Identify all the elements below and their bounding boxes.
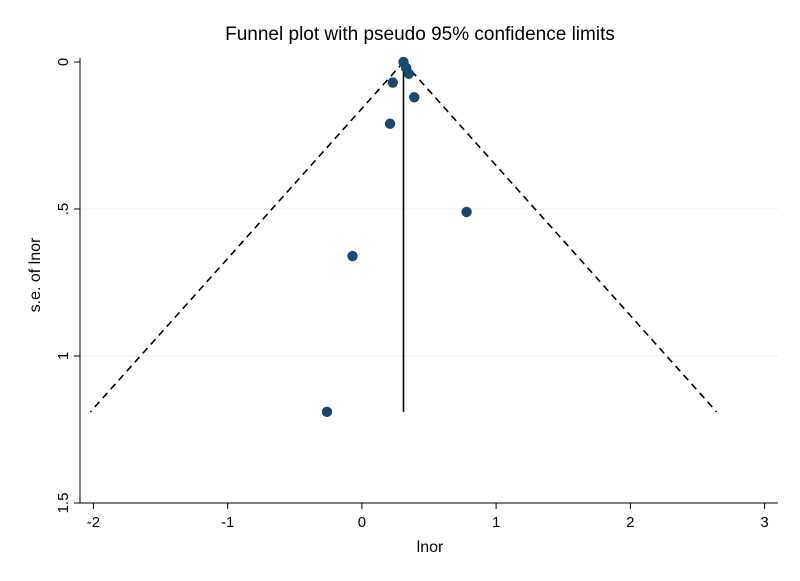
axes: 0 .5 1 1.5 -2 -1 0 1 2 3 xyxy=(55,58,778,531)
x-axis-title: lnor xyxy=(417,539,444,556)
confidence-limits xyxy=(89,61,718,413)
x-tick-label-4: 2 xyxy=(626,514,634,531)
data-point-5 xyxy=(384,118,396,129)
data-point-8 xyxy=(321,406,333,418)
y-tick-label-2: 1 xyxy=(55,352,72,360)
study-points xyxy=(321,56,472,418)
x-tick-label-3: 1 xyxy=(492,514,500,531)
y-tick-label-0: 0 xyxy=(55,58,72,66)
y-tick-label-1: .5 xyxy=(55,203,72,216)
upper-ci-limit xyxy=(402,61,718,413)
y-axis-title: s.e. of lnor xyxy=(27,237,44,312)
data-point-6 xyxy=(461,206,472,218)
y-tick-label-3: 1.5 xyxy=(55,493,72,514)
data-point-7 xyxy=(347,250,358,262)
x-tick-label-0: -2 xyxy=(87,514,100,531)
chart-title: Funnel plot with pseudo 95% confidence l… xyxy=(225,24,615,45)
data-point-4 xyxy=(409,92,420,103)
data-point-2 xyxy=(403,68,415,79)
lower-ci-limit xyxy=(89,61,405,413)
grid-layer xyxy=(80,208,778,357)
x-tick-label-2: 0 xyxy=(358,514,366,531)
x-tick-label-5: 3 xyxy=(760,514,768,531)
data-point-3 xyxy=(387,77,398,88)
x-tick-label-1: -1 xyxy=(221,514,234,531)
